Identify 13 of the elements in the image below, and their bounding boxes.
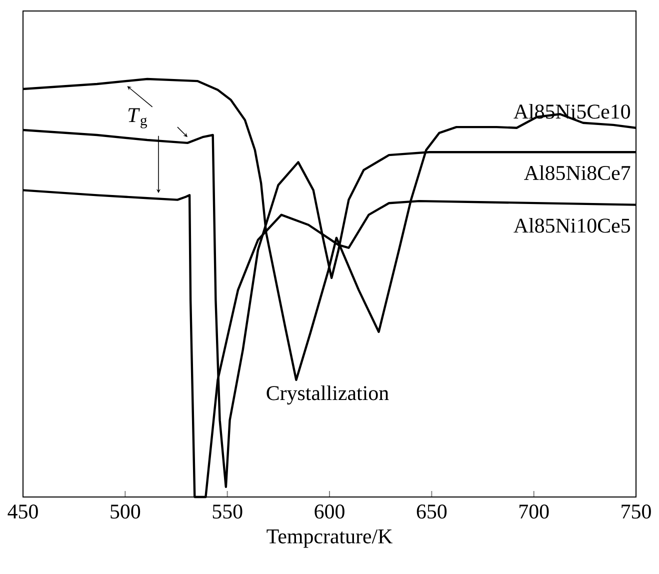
x-tick-label: 700 bbox=[520, 504, 549, 519]
series-label: Al85Ni10Ce5 bbox=[514, 218, 630, 233]
x-tick-label: 650 bbox=[416, 504, 447, 519]
series-label: Al85Ni8Ce7 bbox=[524, 165, 630, 180]
x-tick-label: 600 bbox=[314, 504, 344, 519]
x-axis-title: Tempcrature/K bbox=[266, 529, 392, 548]
series-label: Al85Ni5Ce10 bbox=[514, 104, 630, 119]
x-tick-label: 750 bbox=[622, 504, 651, 519]
annotation: T$_{g}$ bbox=[128, 108, 148, 128]
x-tick-label: 450 bbox=[8, 504, 38, 519]
annotation: Crystallization bbox=[266, 385, 389, 405]
x-tick-label: 500 bbox=[110, 504, 140, 519]
x-tick-label: 550 bbox=[212, 504, 242, 519]
